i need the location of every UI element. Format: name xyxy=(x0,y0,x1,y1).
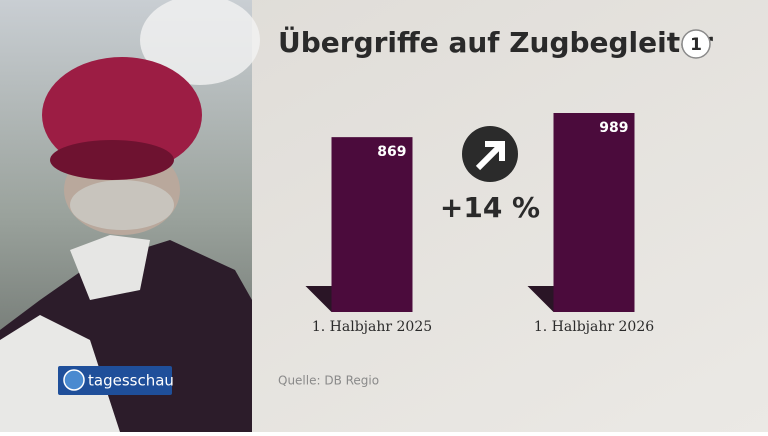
bar-shadow xyxy=(305,286,332,312)
tagesschau-logo: tagesschau xyxy=(58,366,174,395)
category-label: 1. Halbjahr 2026 xyxy=(534,319,654,335)
chart-title: Übergriffe auf Zugbegleiter xyxy=(278,25,713,59)
category-label: 1. Halbjahr 2025 xyxy=(312,319,432,335)
program-name: tagesschau xyxy=(88,372,174,390)
bar xyxy=(553,113,635,312)
channel-number: 1 xyxy=(690,35,702,55)
value-label: 869 xyxy=(377,144,406,160)
bar xyxy=(331,137,413,312)
source: Quelle: DB Regio xyxy=(278,374,379,388)
value-label: 989 xyxy=(599,120,628,136)
channel-logo: 1 xyxy=(681,29,711,59)
bar-shadow xyxy=(527,286,554,312)
annotation: +14 % xyxy=(440,191,540,224)
trend-icon xyxy=(462,126,518,182)
